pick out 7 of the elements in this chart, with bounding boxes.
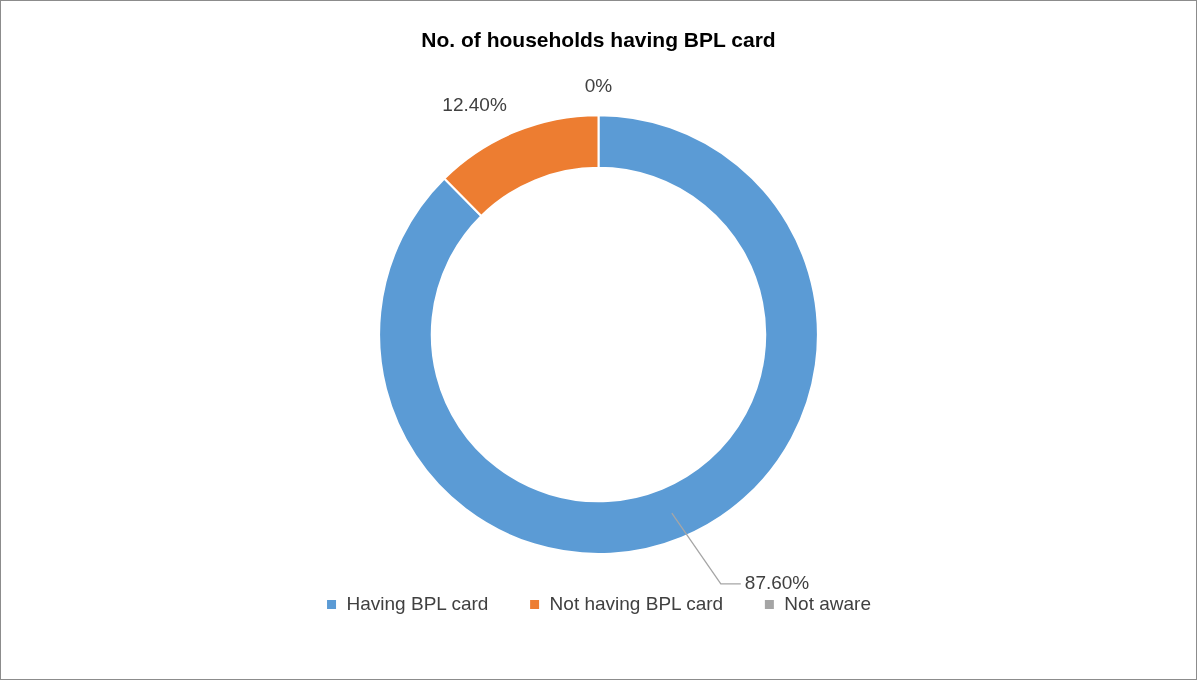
legend-label: Having BPL card (346, 592, 489, 614)
legend-label: Not aware (784, 592, 871, 614)
data-label: 12.40% (442, 93, 507, 115)
chart-title: No. of households having BPL card (421, 28, 776, 52)
text: 0% (584, 75, 613, 97)
legend-label: Not having BPL card (549, 592, 724, 614)
data-label: 87.60% (744, 572, 810, 594)
